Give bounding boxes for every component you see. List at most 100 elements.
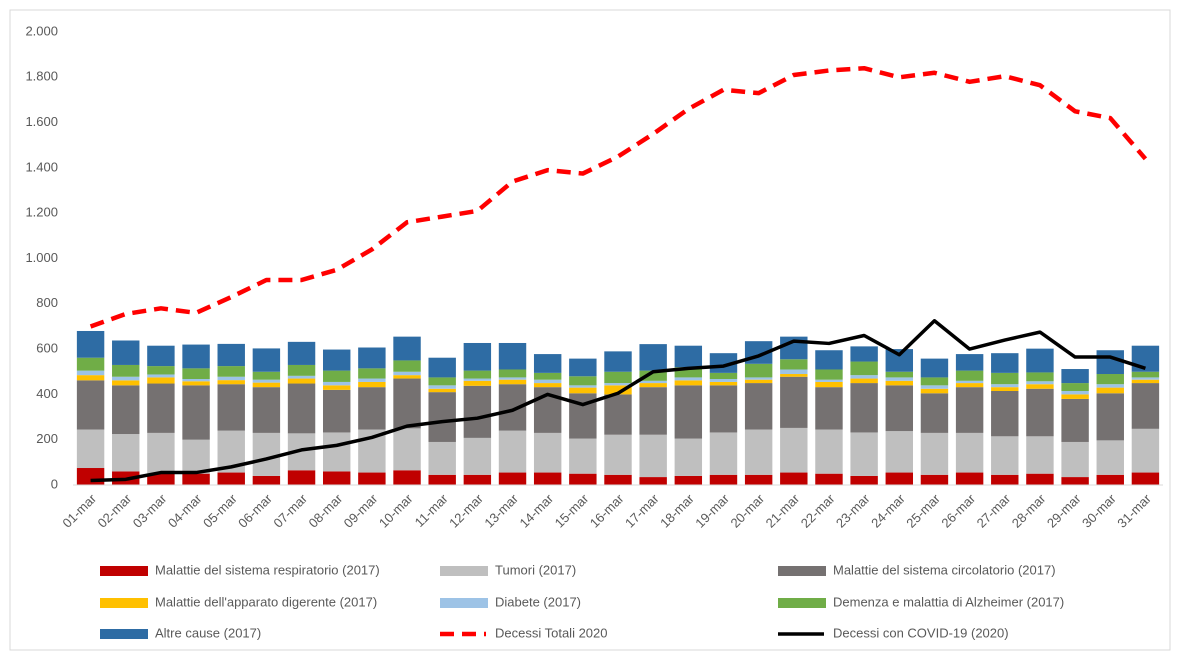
bar-segment <box>639 387 667 435</box>
legend-label: Diabete (2017) <box>495 594 581 609</box>
bar-segment <box>76 357 105 371</box>
bar-segment <box>1131 472 1160 485</box>
bar-segment <box>322 385 351 390</box>
legend-label: Malattie dell'apparato digerente (2017) <box>155 594 377 609</box>
bar-segment <box>674 345 703 368</box>
bar-segment <box>393 470 421 485</box>
y-tick-label: 800 <box>36 295 58 310</box>
bar-segment <box>463 380 492 386</box>
bar-segment <box>322 349 351 371</box>
bar-segment <box>850 346 878 362</box>
bar-segment <box>604 434 632 475</box>
legend-swatch <box>440 598 488 608</box>
bar-segment <box>182 381 210 386</box>
bar-segment <box>358 378 386 382</box>
bar-segment <box>885 380 914 386</box>
bar-segment <box>1061 369 1089 384</box>
bar-segment <box>815 381 843 388</box>
bar-segment <box>533 354 562 373</box>
bar-segment <box>955 432 984 473</box>
bar-segment <box>604 371 632 384</box>
bar-segment <box>147 366 175 375</box>
bar-segment <box>885 371 914 378</box>
bar-segment <box>76 370 105 376</box>
bar-segment <box>569 385 597 388</box>
bar-segment <box>533 432 562 473</box>
bar-segment <box>252 387 281 433</box>
bar-segment <box>498 342 527 370</box>
legend-label: Malattie del sistema circolatorio (2017) <box>833 562 1056 577</box>
bar-segment <box>955 380 984 384</box>
legend-label: Demenza e malattia di Alzheimer (2017) <box>833 594 1064 609</box>
bar-segment <box>217 366 245 377</box>
bar-segment <box>147 383 175 433</box>
bar-segment <box>604 383 632 386</box>
bar-segment <box>463 378 492 381</box>
bar-segment <box>955 370 984 381</box>
bar-segment <box>498 369 527 378</box>
bar-segment <box>358 368 386 379</box>
bar-segment <box>955 383 984 388</box>
y-tick-label: 1.800 <box>25 69 58 84</box>
bar-segment <box>322 432 351 472</box>
bar-segment <box>885 385 914 432</box>
bar-segment <box>569 473 597 485</box>
bar-segment <box>533 472 562 485</box>
legend-label: Decessi con COVID-19 (2020) <box>833 625 1009 640</box>
bar-segment <box>991 384 1019 388</box>
bar-segment <box>498 472 527 485</box>
bar-segment <box>815 473 843 485</box>
bar-segment <box>1131 428 1160 473</box>
bar-segment <box>287 383 316 434</box>
bar-segment <box>112 340 140 365</box>
bar-segment <box>885 431 914 473</box>
bar-segment <box>76 380 105 430</box>
bar-segment <box>182 439 210 474</box>
bar-segment <box>217 343 245 367</box>
bar-segment <box>639 477 667 485</box>
bar-segment <box>850 383 878 433</box>
bar-segment <box>76 330 105 358</box>
bar-segment <box>604 394 632 435</box>
bar-segment <box>428 377 456 386</box>
bar-segment <box>393 336 421 361</box>
bar-segment <box>569 358 597 377</box>
bar-segment <box>780 472 808 485</box>
bar-segment <box>182 368 210 379</box>
bar-segment <box>252 382 281 388</box>
bar-segment <box>885 377 914 381</box>
bar-segment <box>709 385 738 433</box>
legend-swatch <box>778 598 826 608</box>
y-tick-label: 600 <box>36 341 58 356</box>
bar-segment <box>1061 398 1089 442</box>
bar-segment <box>920 474 949 485</box>
bar-segment <box>639 380 667 384</box>
bar-segment <box>463 370 492 379</box>
bar-segment <box>358 381 386 388</box>
bar-segment <box>182 473 210 485</box>
bar-segment <box>287 364 316 376</box>
legend-swatch <box>778 566 826 576</box>
line <box>90 319 1146 483</box>
bar-segment <box>1026 436 1054 474</box>
bar-segment <box>76 375 105 381</box>
bar-segment <box>569 387 597 394</box>
bar-segment <box>322 381 351 386</box>
y-tick-label: 0 <box>51 476 58 491</box>
bar-segment <box>182 385 210 440</box>
legend-label: Altre cause (2017) <box>155 625 261 640</box>
bar-segment <box>1026 473 1054 485</box>
bar-segment <box>322 370 351 382</box>
bar-segment <box>1061 441 1089 478</box>
bar-segment <box>744 383 773 430</box>
bar-segment <box>182 344 210 369</box>
bar-segment <box>674 438 703 476</box>
bar-segment <box>252 475 281 485</box>
bar-segment <box>674 475 703 485</box>
y-tick-label: 200 <box>36 431 58 446</box>
bar-segment <box>182 378 210 382</box>
legend-swatch <box>100 566 148 576</box>
bar-segment <box>1061 391 1089 395</box>
bar-segment <box>991 474 1019 485</box>
